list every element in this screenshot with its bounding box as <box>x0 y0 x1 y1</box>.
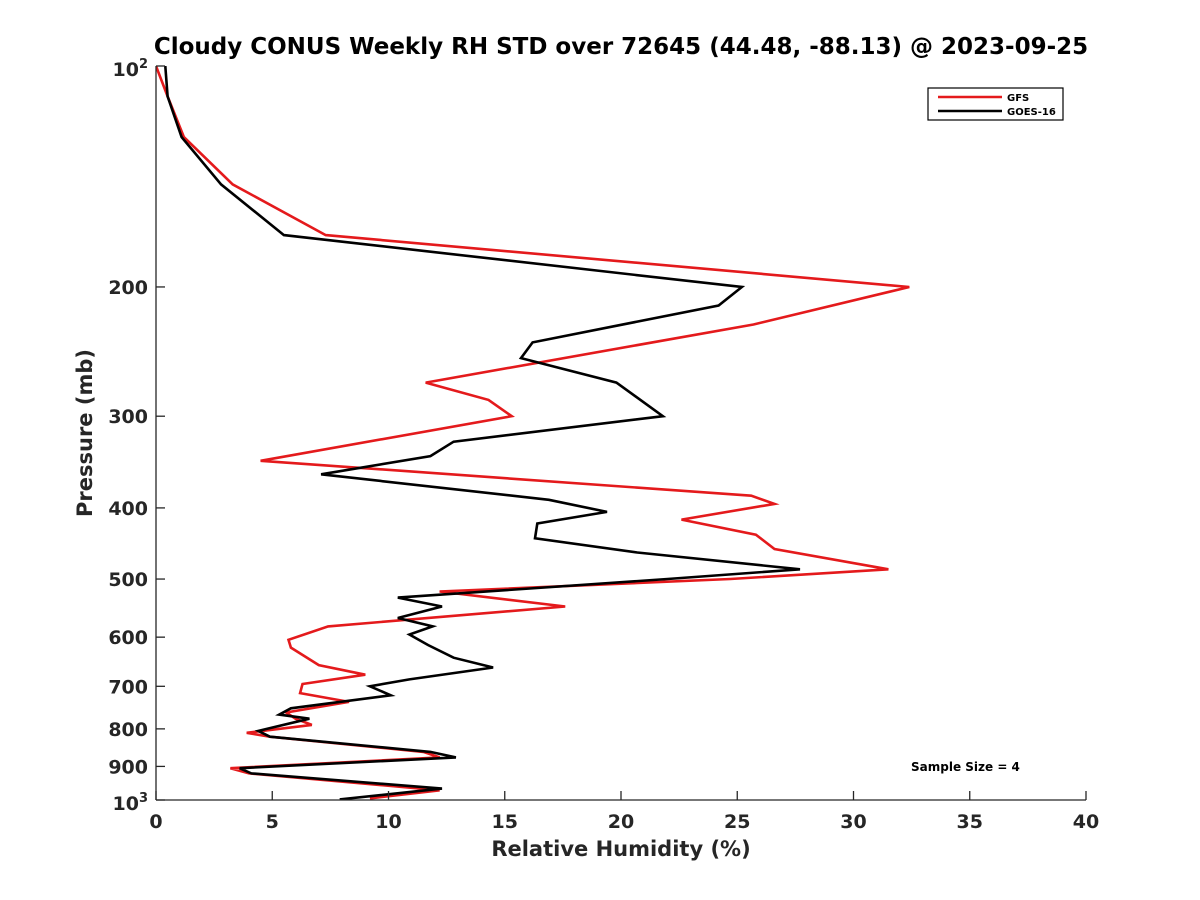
x-tick-label: 30 <box>840 811 866 833</box>
y-tick-label: 700 <box>108 676 148 698</box>
y-tick-label: 600 <box>108 627 148 649</box>
x-tick-label: 0 <box>149 811 162 833</box>
series-line-gfs <box>156 66 910 800</box>
sample-size-annotation: Sample Size = 4 <box>911 760 1020 774</box>
y-axis-label: Pressure (mb) <box>73 349 97 517</box>
y-end-label-top-exp: 2 <box>139 57 148 72</box>
chart-title: Cloudy CONUS Weekly RH STD over 72645 (4… <box>154 34 1088 60</box>
plot-area <box>156 66 910 800</box>
x-tick-label: 10 <box>375 811 401 833</box>
y-tick-label: 200 <box>108 277 148 299</box>
y-end-label-bottom: 103 <box>113 791 149 815</box>
y-end-label-top-base: 10 <box>113 59 139 81</box>
y-end-label-top: 102 <box>113 57 149 81</box>
x-tick-label: 25 <box>724 811 750 833</box>
y-tick-label: 900 <box>108 756 148 778</box>
x-axis-label: Relative Humidity (%) <box>491 837 750 861</box>
axes-layer <box>155 66 1086 801</box>
series-line-goes16 <box>164 66 801 800</box>
x-tick-label: 35 <box>957 811 983 833</box>
legend-label-goes16: GOES-16 <box>1007 107 1056 118</box>
x-tick-label: 15 <box>492 811 518 833</box>
y-end-label-bottom-base: 10 <box>113 793 139 815</box>
y-tick-label: 400 <box>108 498 148 520</box>
x-tick-label: 20 <box>608 811 634 833</box>
legend-box <box>927 87 1064 121</box>
y-axis-ticks: 200 300 400 500 600 700 800 900 <box>108 65 165 801</box>
legend-label-gfs: GFS <box>1007 93 1029 104</box>
x-tick-label: 40 <box>1073 811 1099 833</box>
x-tick-label: 5 <box>266 811 279 833</box>
series-layer <box>156 66 910 800</box>
legend: GFS GOES-16 <box>927 87 1064 121</box>
y-tick-label: 300 <box>108 406 148 428</box>
y-end-label-bottom-exp: 3 <box>139 791 148 806</box>
y-tick-label: 500 <box>108 569 148 591</box>
y-tick-label: 800 <box>108 719 148 741</box>
x-axis-ticks: 0 5 10 15 20 25 30 35 40 <box>149 791 1099 833</box>
